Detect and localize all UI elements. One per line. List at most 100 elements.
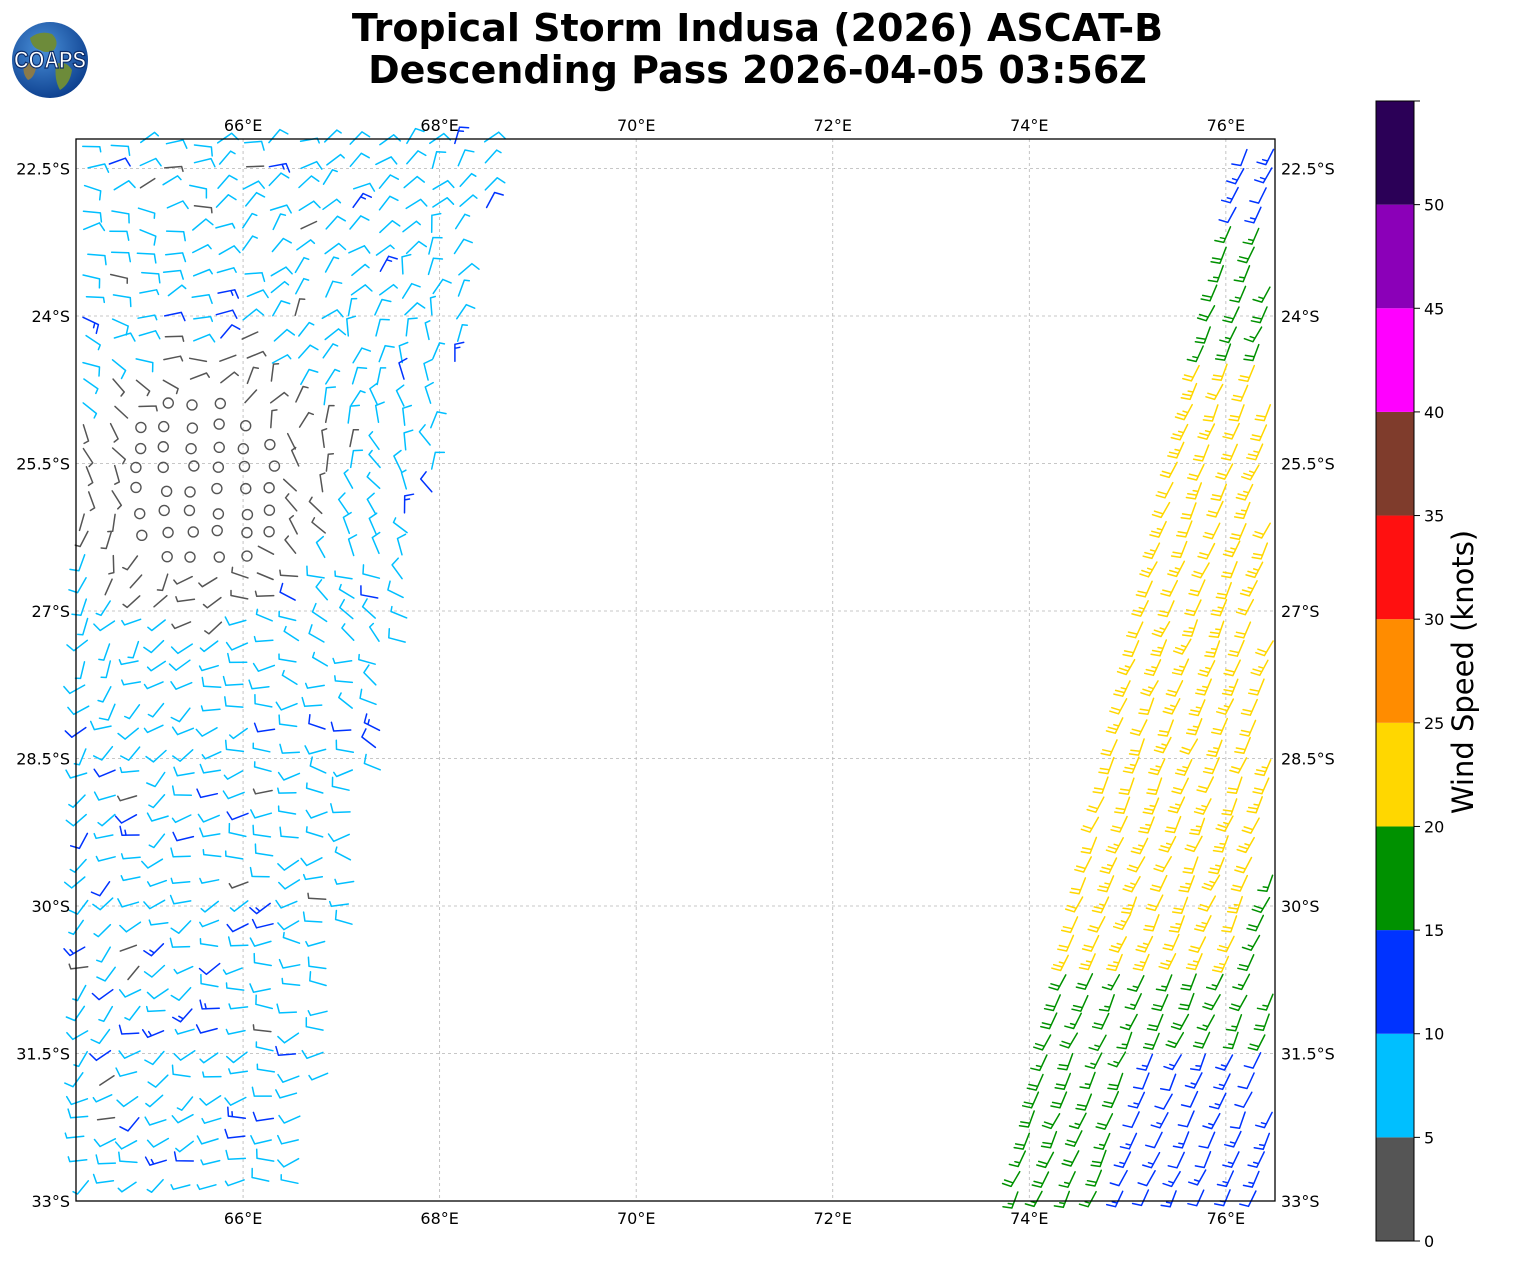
wind-barb	[1043, 994, 1061, 1012]
wind-barb	[92, 1173, 115, 1184]
wind-barb	[219, 354, 237, 362]
wind-barb	[1081, 934, 1100, 952]
calm-wind-barb	[185, 442, 197, 455]
wind-barb	[255, 994, 274, 1010]
wind-barb	[98, 703, 116, 721]
wind-barb	[87, 491, 96, 512]
wind-barb	[117, 727, 139, 740]
wind-barb	[277, 859, 300, 871]
wind-barb	[1238, 364, 1256, 383]
wind-barb	[1210, 483, 1228, 501]
calm-wind-barb	[212, 508, 225, 520]
wind-barb	[196, 1184, 217, 1191]
wind-barb	[359, 688, 377, 706]
wind-barb	[146, 660, 167, 672]
lat-tick-label-left: 22.5°S	[16, 160, 70, 179]
wind-barb	[1202, 757, 1220, 775]
wind-barb	[1242, 1170, 1260, 1188]
wind-barb	[1208, 620, 1225, 639]
wind-barb	[361, 728, 377, 749]
wind-barb	[117, 898, 140, 908]
wind-barb	[167, 284, 187, 297]
wind-barb	[254, 843, 274, 857]
wind-barb	[378, 174, 400, 189]
wind-barb	[335, 739, 355, 753]
wind-barb	[1188, 699, 1206, 717]
wind-barb	[242, 180, 265, 190]
wind-barb	[1234, 621, 1252, 639]
wind-barb	[1216, 935, 1235, 953]
wind-barb	[270, 266, 293, 277]
wind-barb	[199, 1052, 219, 1064]
lat-tick-label-right: 31.5°S	[1281, 1045, 1335, 1064]
wind-barb	[1201, 874, 1221, 891]
wind-barb	[330, 803, 351, 814]
wind-barb	[1013, 1132, 1031, 1150]
wind-barb	[225, 641, 249, 651]
wind-barb	[71, 598, 88, 617]
wind-barb	[1154, 1093, 1173, 1110]
wind-barb	[1086, 796, 1105, 813]
wind-barb	[1191, 562, 1210, 579]
wind-barb	[1130, 837, 1149, 855]
wind-barb	[141, 858, 164, 869]
wind-barb	[1132, 1072, 1150, 1090]
wind-barb	[249, 866, 270, 878]
wind-barb	[1182, 856, 1199, 874]
calm-wind-barb	[212, 461, 225, 473]
wind-barb	[114, 405, 129, 419]
wind-barb	[1105, 837, 1124, 854]
wind-barb	[64, 1072, 84, 1088]
wind-barb	[1163, 1054, 1182, 1071]
wind-barb	[1215, 581, 1232, 600]
wind-barb	[228, 822, 247, 838]
wind-barb	[295, 277, 310, 295]
wind-barb	[250, 809, 273, 819]
wind-barb	[1092, 776, 1109, 794]
wind-barb	[305, 826, 324, 838]
wind-barb	[202, 596, 222, 609]
lat-tick-label-right: 28.5°S	[1281, 750, 1335, 769]
wind-barb	[192, 268, 213, 277]
wind-barb	[321, 309, 344, 320]
wind-barb	[1119, 1132, 1138, 1150]
wind-barb	[1197, 423, 1216, 440]
wind-barb	[1145, 894, 1164, 912]
wind-barb	[307, 956, 327, 970]
colorbar-tick-label: 30	[1424, 610, 1444, 629]
wind-barb	[275, 899, 298, 909]
wind-barb	[146, 812, 169, 822]
wind-barb	[115, 1067, 138, 1077]
wind-barb	[1054, 1072, 1072, 1091]
wind-barb	[322, 198, 342, 211]
wind-barb	[294, 298, 306, 317]
wind-barb	[1018, 1110, 1035, 1128]
wind-barb	[349, 429, 360, 448]
wind-barb	[1216, 698, 1235, 715]
wind-barb	[1158, 953, 1177, 970]
wind-barb	[118, 1151, 138, 1164]
wind-barb	[171, 621, 192, 630]
wind-barb	[1150, 1112, 1169, 1129]
colorbar-bin	[1376, 1033, 1414, 1138]
wind-barb	[255, 1148, 275, 1162]
wind-barb	[68, 899, 89, 915]
wind-barb	[129, 574, 143, 589]
wind-barb	[196, 1135, 219, 1145]
wind-barb	[339, 598, 354, 620]
wind-barb	[96, 966, 116, 982]
wind-barb	[215, 194, 237, 208]
wind-barb	[192, 218, 214, 231]
wind-barb	[220, 371, 239, 384]
wind-barb	[1157, 719, 1174, 737]
wind-barb	[1219, 326, 1237, 344]
wind-barb	[144, 1156, 167, 1166]
wind-barb	[1215, 1054, 1234, 1071]
wind-barb	[93, 620, 116, 632]
wind-barb	[227, 652, 248, 664]
wind-barb	[1221, 561, 1238, 579]
wind-barb	[1182, 364, 1200, 382]
wind-barb	[251, 918, 274, 929]
wind-barb	[405, 240, 428, 255]
wind-barb	[1240, 698, 1258, 716]
